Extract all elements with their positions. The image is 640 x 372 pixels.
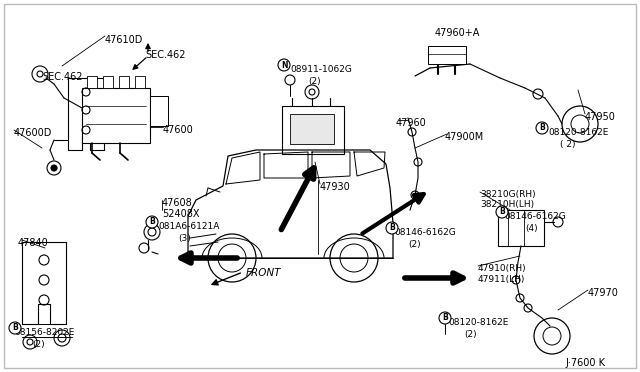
Text: SEC.462: SEC.462: [42, 72, 83, 82]
Text: 47930: 47930: [320, 182, 351, 192]
Text: B: B: [12, 324, 18, 333]
Text: 08911-1062G: 08911-1062G: [290, 65, 352, 74]
Text: (4): (4): [525, 224, 538, 233]
Text: (3): (3): [178, 234, 191, 243]
FancyBboxPatch shape: [119, 76, 129, 88]
Circle shape: [9, 322, 21, 334]
Text: (2): (2): [408, 240, 420, 249]
Text: 52408X: 52408X: [162, 209, 200, 219]
FancyBboxPatch shape: [498, 210, 544, 246]
Text: N: N: [281, 61, 287, 70]
FancyBboxPatch shape: [82, 88, 150, 143]
FancyBboxPatch shape: [135, 76, 145, 88]
Text: 47970: 47970: [588, 288, 619, 298]
Circle shape: [496, 206, 508, 218]
Text: 081A6-6121A: 081A6-6121A: [158, 222, 220, 231]
Text: 47910(RH): 47910(RH): [478, 264, 527, 273]
Circle shape: [51, 165, 57, 171]
Text: 47600D: 47600D: [14, 128, 52, 138]
Text: SEC.462: SEC.462: [145, 50, 186, 60]
Circle shape: [386, 222, 398, 234]
Text: 38210H(LH): 38210H(LH): [480, 200, 534, 209]
Text: B: B: [442, 314, 448, 323]
FancyBboxPatch shape: [87, 76, 97, 88]
FancyBboxPatch shape: [150, 96, 168, 126]
Text: 08146-6162G: 08146-6162G: [394, 228, 456, 237]
Text: FRONT: FRONT: [246, 268, 282, 278]
Text: 08156-8202E: 08156-8202E: [14, 328, 74, 337]
Text: 47911(LH): 47911(LH): [478, 275, 525, 284]
Text: 47900M: 47900M: [445, 132, 484, 142]
Text: B: B: [539, 124, 545, 132]
Text: 38210G(RH): 38210G(RH): [480, 190, 536, 199]
FancyBboxPatch shape: [428, 46, 466, 64]
Text: 08146-6162G: 08146-6162G: [504, 212, 566, 221]
FancyBboxPatch shape: [103, 76, 113, 88]
Text: 47840: 47840: [18, 238, 49, 248]
Text: (2): (2): [464, 330, 477, 339]
Text: 47960+A: 47960+A: [435, 28, 481, 38]
Text: 08120-8162E: 08120-8162E: [448, 318, 508, 327]
Text: 47960: 47960: [396, 118, 427, 128]
Text: (2): (2): [308, 77, 321, 86]
Circle shape: [536, 122, 548, 134]
Text: B: B: [149, 218, 155, 227]
Text: 47610D: 47610D: [105, 35, 143, 45]
Text: 08120-8162E: 08120-8162E: [548, 128, 609, 137]
FancyBboxPatch shape: [282, 106, 344, 154]
Text: B: B: [499, 208, 505, 217]
Text: ( 2): ( 2): [560, 140, 575, 149]
Text: 47950: 47950: [585, 112, 616, 122]
FancyBboxPatch shape: [4, 4, 636, 368]
Text: B: B: [389, 224, 395, 232]
Text: J·7600 K: J·7600 K: [565, 358, 605, 368]
Circle shape: [439, 312, 451, 324]
Text: (2): (2): [32, 340, 45, 349]
Circle shape: [278, 59, 290, 71]
FancyBboxPatch shape: [290, 114, 334, 144]
Circle shape: [146, 216, 158, 228]
Text: 47608: 47608: [162, 198, 193, 208]
Text: 47600: 47600: [163, 125, 194, 135]
